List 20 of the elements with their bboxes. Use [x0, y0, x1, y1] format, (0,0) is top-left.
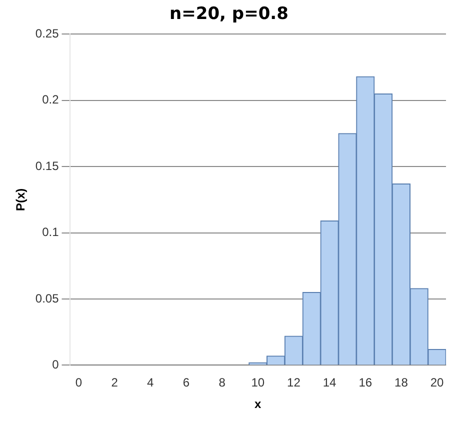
x-tick-label: 10: [251, 376, 265, 390]
x-tick-label: 2: [111, 376, 118, 390]
y-tick-label: 0.15: [35, 158, 60, 173]
x-tick-label: 16: [358, 376, 372, 390]
chart-title: n=20, p=0.8: [168, 4, 290, 24]
x-tick-label: 12: [287, 376, 301, 390]
y-tick-label: 0: [52, 358, 60, 372]
y-axis-title: P(x): [14, 188, 28, 212]
x-tick-label: 20: [430, 376, 444, 390]
x-tick-label: 0: [75, 376, 82, 390]
y-tick-label: 0.05: [35, 291, 60, 306]
y-tick-label: 0.2: [42, 92, 60, 107]
x-tick-label: 14: [322, 376, 337, 390]
x-axis-title: x: [254, 397, 262, 412]
x-tick-label: 18: [394, 376, 408, 390]
y-tick-label: 0.25: [35, 26, 60, 41]
x-tick-label: 6: [182, 376, 190, 390]
x-tick-label: 8: [218, 376, 226, 390]
x-tick-label: 4: [147, 376, 154, 390]
y-tick-label: 0.1: [42, 225, 60, 240]
